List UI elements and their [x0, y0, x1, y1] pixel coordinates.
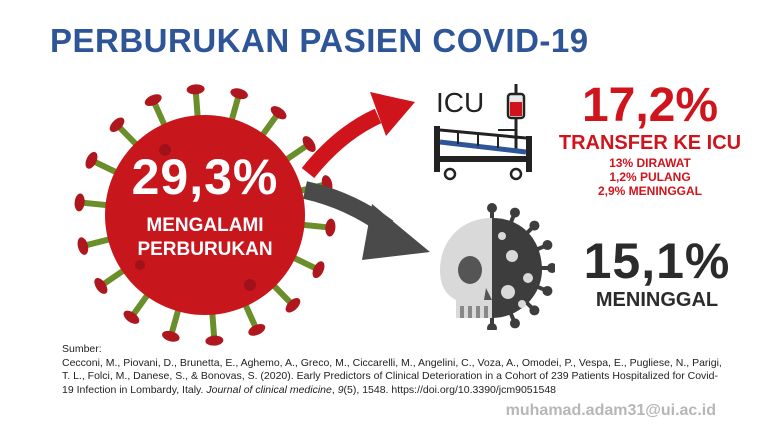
source-citation: Sumber: Cecconi, M., Piovani, D., Brunet…	[62, 343, 722, 397]
skull-spike-tip	[509, 207, 520, 218]
icu-label: TRANSFER KE ICU	[558, 132, 742, 154]
virus-spike-tip	[270, 106, 287, 120]
icu-icon-text: ICU	[436, 87, 484, 118]
virus-spike-tip	[248, 323, 266, 336]
virus-spike-tip	[77, 237, 89, 255]
author-email: muhamad.adam31@ui.ac.id	[505, 402, 716, 419]
skull-spike-tip	[542, 240, 553, 251]
page-title: PERBURUKAN PASIEN COVID-19	[50, 22, 589, 59]
virus-spike-tip	[162, 330, 180, 342]
hospital-bed-icon: ICU	[434, 84, 532, 181]
skull-spike-tip	[487, 203, 497, 213]
source-journal: Journal of clinical medicine	[206, 383, 332, 396]
icu-detail-discharged: 1,2% PULANG	[609, 170, 691, 184]
icu-detail-treated: 13% DIRAWAT	[609, 156, 691, 170]
virus-spike-tip	[312, 261, 325, 279]
skull-spike-tip	[529, 305, 540, 316]
virus-spike-tip	[230, 88, 248, 100]
virus-spike-tip	[302, 136, 316, 153]
icu-percent: 17,2%	[581, 79, 719, 132]
skull-spike-tip	[542, 285, 553, 296]
death-label: MENINGGAL	[595, 289, 719, 311]
skull-spike-tip	[547, 263, 555, 273]
virus-spike-tip	[186, 84, 205, 95]
virus-spike-tip	[123, 310, 140, 324]
death-percent: 15,1%	[583, 233, 731, 289]
virus-spike-tip	[285, 297, 301, 313]
grey-arrow-icon	[302, 181, 430, 260]
icu-detail-died: 2,9% MENINGGAL	[597, 184, 702, 198]
coronavirus-icon	[74, 84, 336, 346]
skull-spike-tip	[509, 318, 520, 329]
skull-spike-tip	[487, 323, 497, 330]
source-text: Cecconi, M., Piovani, D., Brunetta, E., …	[62, 357, 722, 398]
skull-spike-tip	[529, 220, 540, 231]
source-volume: 9	[337, 383, 344, 396]
virus-spike-tip	[74, 193, 85, 212]
icu-details: 13% DIRAWAT 1,2% PULANG 2,9% MENINGGAL	[560, 156, 740, 198]
source-authors: Cecconi, M., Piovani, D., Brunetta, E., …	[62, 356, 722, 396]
source-heading: Sumber:	[62, 343, 102, 355]
virus-spike-tip	[205, 335, 224, 346]
virus-spike-tip	[109, 117, 125, 133]
red-arrow-icon	[301, 92, 415, 178]
deterioration-label-line1: MENGALAMI	[146, 215, 264, 236]
virus-spike-tip	[325, 218, 336, 237]
virus-spike-tip	[144, 94, 162, 107]
skull-virus-icon	[440, 203, 555, 330]
deterioration-label-line2: PERBURUKAN	[137, 239, 273, 260]
virus-spike-tip	[94, 277, 108, 294]
deterioration-percent: 29,3%	[131, 149, 279, 205]
source-doi: (5), 1548. https://doi.org/10.3390/jcm90…	[343, 383, 557, 396]
source-separator: ,	[331, 383, 338, 396]
deterioration-label: MENGALAMI PERBURUKAN	[80, 214, 330, 262]
virus-spike-tip	[85, 151, 98, 169]
